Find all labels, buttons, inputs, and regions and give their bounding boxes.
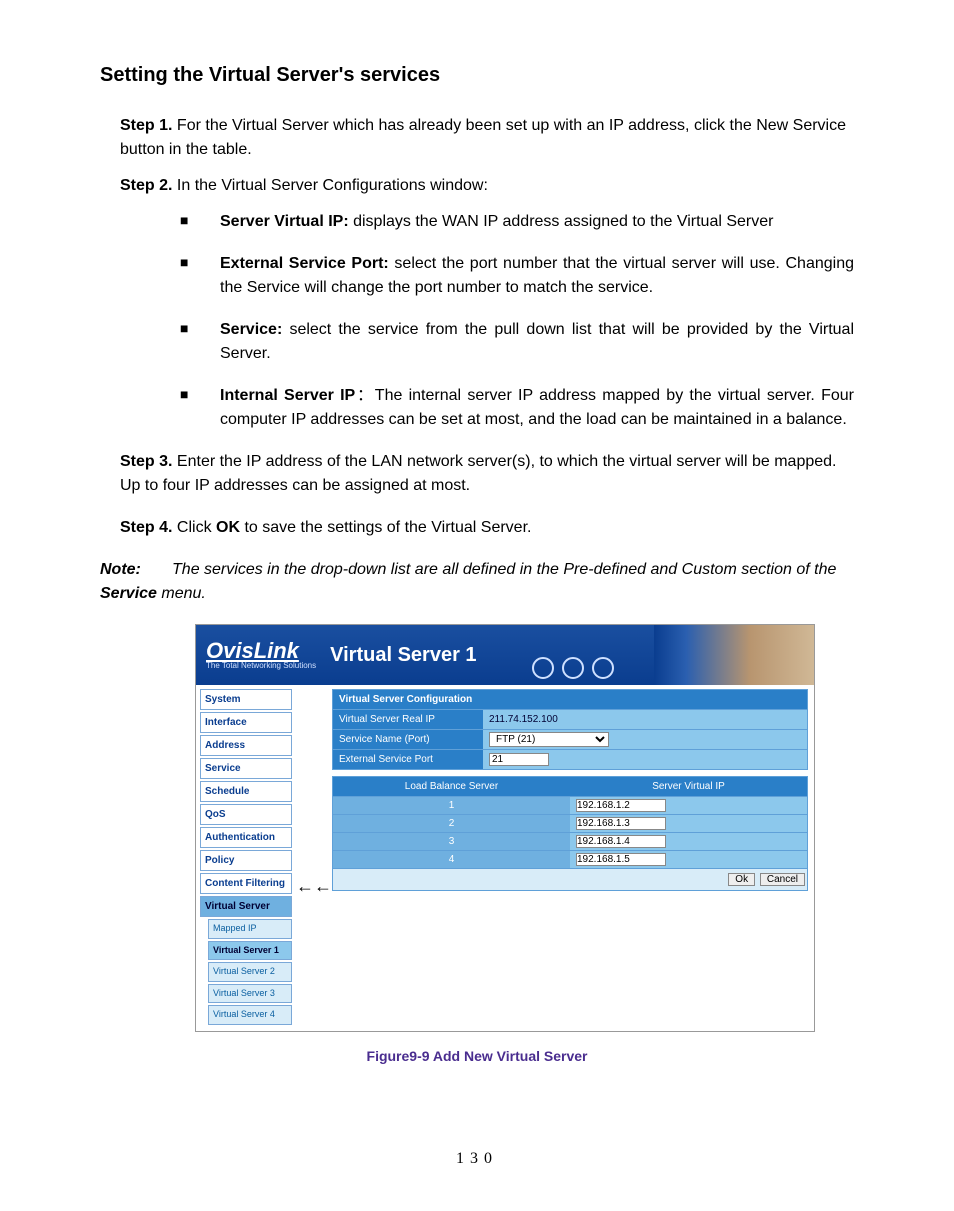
bullet-server-virtual-ip: ■ Server Virtual IP: displays the WAN IP… xyxy=(180,210,854,234)
sidebar-item-service[interactable]: Service xyxy=(200,758,292,779)
sidebar: System Interface Address Service Schedul… xyxy=(196,685,296,1031)
sidebar-sub-vs1[interactable]: Virtual Server 1 xyxy=(208,941,292,961)
square-bullet-icon: ■ xyxy=(180,384,220,432)
bullet-1-text: displays the WAN IP address assigned to … xyxy=(349,213,774,230)
pointer-arrows-icon: ←← xyxy=(296,685,326,900)
sidebar-item-interface[interactable]: Interface xyxy=(200,712,292,733)
page-heading: Setting the Virtual Server's services xyxy=(100,60,854,90)
lbs-row-2: 2 xyxy=(332,815,808,833)
external-port-input[interactable] xyxy=(489,753,549,766)
figure-caption: Figure9-9 Add New Virtual Server xyxy=(100,1046,854,1067)
sidebar-item-virtual-server[interactable]: Virtual Server xyxy=(200,896,292,917)
lbs-idx: 4 xyxy=(333,851,570,868)
logo-tagline: The Total Networking Solutions xyxy=(206,662,316,670)
lbs-row-3: 3 xyxy=(332,833,808,851)
sidebar-item-system[interactable]: System xyxy=(200,689,292,710)
sidebar-item-schedule[interactable]: Schedule xyxy=(200,781,292,802)
globe-icon xyxy=(532,657,554,679)
step-1-text: For the Virtual Server which has already… xyxy=(120,117,846,158)
lbs-row-4: 4 xyxy=(332,851,808,869)
bullet-1-bold: Server Virtual IP: xyxy=(220,213,349,230)
sidebar-sub-vs3[interactable]: Virtual Server 3 xyxy=(208,984,292,1004)
config-panel: Virtual Server Configuration Virtual Ser… xyxy=(326,685,814,895)
globe-icon xyxy=(562,657,584,679)
note-label: Note: xyxy=(100,561,141,578)
bullet-internal-server-ip: ■ Internal Server IP：The internal server… xyxy=(180,384,854,432)
note-text-pre: The services in the drop-down list are a… xyxy=(172,561,836,578)
step-4: Step 4. Click OK to save the settings of… xyxy=(120,516,854,540)
bullet-external-service-port: ■ External Service Port: select the port… xyxy=(180,252,854,300)
real-ip-label: Virtual Server Real IP xyxy=(333,710,483,729)
screenshot-header: OvisLink The Total Networking Solutions … xyxy=(196,625,814,685)
ok-button[interactable]: Ok xyxy=(728,873,755,886)
embedded-screenshot: OvisLink The Total Networking Solutions … xyxy=(195,624,815,1032)
bullet-4-bold: Internal Server IP xyxy=(220,387,355,404)
lbs-header-right: Server Virtual IP xyxy=(570,777,807,796)
square-bullet-icon: ■ xyxy=(180,210,220,234)
server-ip-input-4[interactable] xyxy=(576,853,666,866)
step-4-post: to save the settings of the Virtual Serv… xyxy=(240,519,531,536)
sidebar-item-authentication[interactable]: Authentication xyxy=(200,827,292,848)
square-bullet-icon: ■ xyxy=(180,252,220,300)
real-ip-value: 211.74.152.100 xyxy=(483,710,807,729)
screenshot-title: Virtual Server 1 xyxy=(330,640,476,670)
sidebar-sub-mapped-ip[interactable]: Mapped IP xyxy=(208,919,292,939)
note-bold: Service xyxy=(100,585,157,602)
sidebar-sub-vs2[interactable]: Virtual Server 2 xyxy=(208,962,292,982)
sidebar-item-content-filtering[interactable]: Content Filtering xyxy=(200,873,292,894)
lbs-idx: 3 xyxy=(333,833,570,850)
note-text-post: menu. xyxy=(157,585,206,602)
step-4-pre: Click xyxy=(177,519,216,536)
bullet-3-text: select the service from the pull down li… xyxy=(220,321,854,362)
bullet-4-sep: ： xyxy=(355,387,375,404)
header-photo xyxy=(654,625,814,685)
globe-icon xyxy=(592,657,614,679)
lbs-header-left: Load Balance Server xyxy=(333,777,570,796)
step-1-label: Step 1. xyxy=(120,117,172,134)
square-bullet-icon: ■ xyxy=(180,318,220,366)
step-2-text: In the Virtual Server Configurations win… xyxy=(177,177,488,194)
step-1: Step 1. For the Virtual Server which has… xyxy=(120,114,854,162)
bullet-2-bold: External Service Port: xyxy=(220,255,389,272)
sidebar-item-qos[interactable]: QoS xyxy=(200,804,292,825)
lbs-row-1: 1 xyxy=(332,797,808,815)
step-4-bold: OK xyxy=(216,519,240,536)
note: Note: The services in the drop-down list… xyxy=(100,558,854,606)
server-ip-input-2[interactable] xyxy=(576,817,666,830)
service-select[interactable]: FTP (21) xyxy=(489,732,609,747)
page-number: 130 xyxy=(100,1147,854,1171)
step-4-label: Step 4. xyxy=(120,519,172,536)
service-name-label: Service Name (Port) xyxy=(333,730,483,749)
lbs-idx: 2 xyxy=(333,815,570,832)
step-3-label: Step 3. xyxy=(120,453,172,470)
bullet-service: ■ Service: select the service from the p… xyxy=(180,318,854,366)
step-2-label: Step 2. xyxy=(120,177,172,194)
step-3-text: Enter the IP address of the LAN network … xyxy=(120,453,836,494)
server-ip-input-3[interactable] xyxy=(576,835,666,848)
logo: OvisLink xyxy=(206,640,316,662)
server-ip-input-1[interactable] xyxy=(576,799,666,812)
sidebar-sub-vs4[interactable]: Virtual Server 4 xyxy=(208,1005,292,1025)
cancel-button[interactable]: Cancel xyxy=(760,873,805,886)
sidebar-item-address[interactable]: Address xyxy=(200,735,292,756)
config-title: Virtual Server Configuration xyxy=(332,689,808,710)
sidebar-item-policy[interactable]: Policy xyxy=(200,850,292,871)
bullet-3-bold: Service: xyxy=(220,321,282,338)
step-3: Step 3. Enter the IP address of the LAN … xyxy=(120,450,854,498)
step-2: Step 2. In the Virtual Server Configurat… xyxy=(120,174,854,198)
lbs-idx: 1 xyxy=(333,797,570,814)
external-port-label: External Service Port xyxy=(333,750,483,769)
